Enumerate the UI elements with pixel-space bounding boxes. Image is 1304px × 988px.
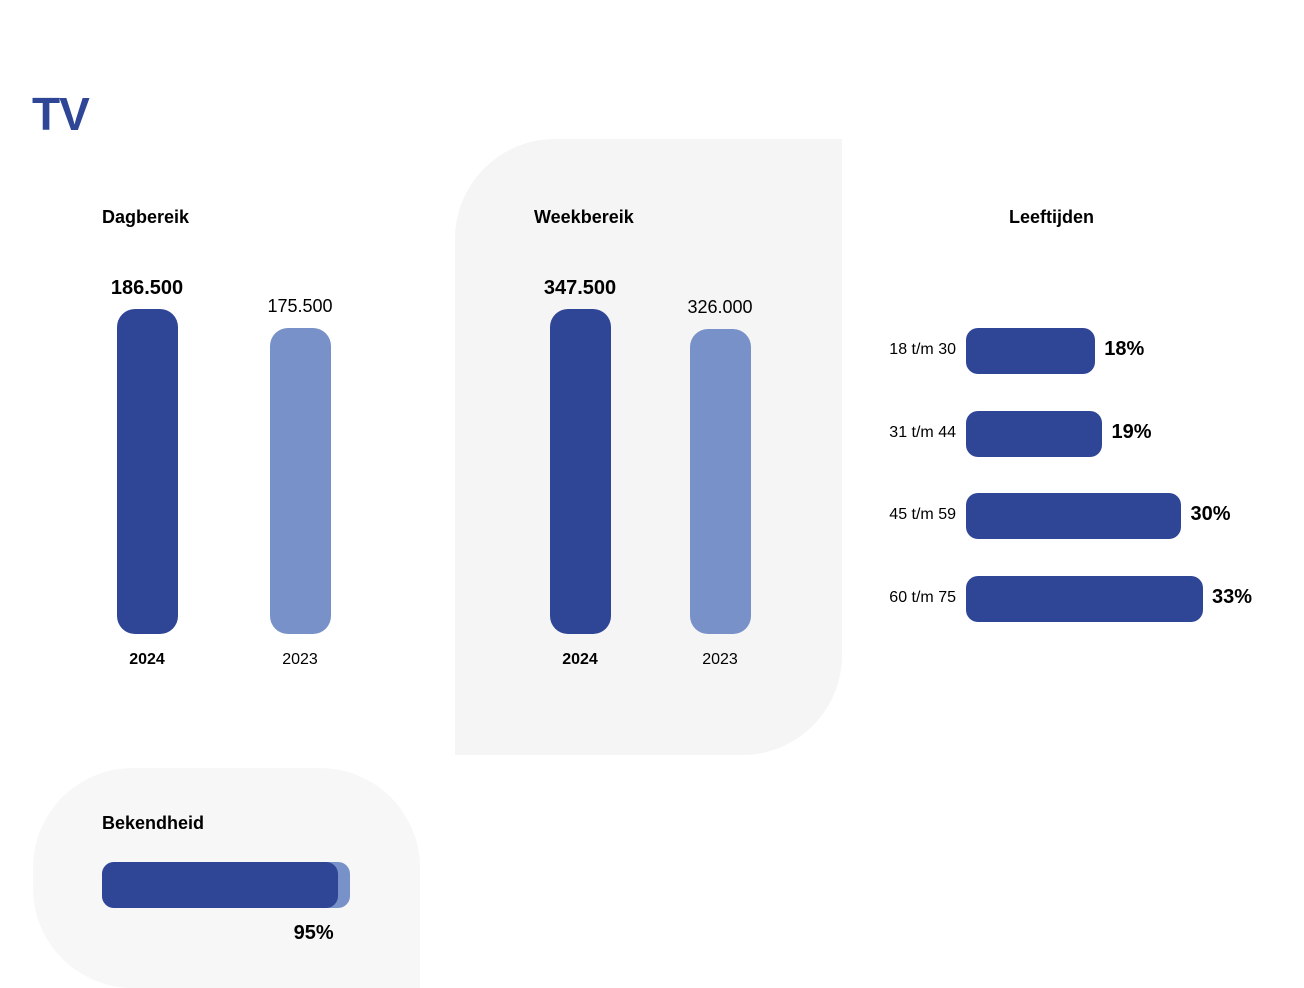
bekendheid-title: Bekendheid (102, 813, 205, 833)
leeftijden-category-label-3: 45 t/m 59 (889, 506, 956, 523)
leeftijden-bar-4 (966, 576, 1203, 622)
leeftijden-value-label-1: 18% (1104, 338, 1145, 360)
weekbereik-category-label-2024: 2024 (562, 651, 598, 668)
dagbereik-value-label-2023: 175.500 (267, 296, 333, 317)
leeftijden-title: Leeftijden (1009, 207, 1095, 227)
weekbereik-bar-2023 (689, 329, 751, 634)
weekbereik-title: Weekbereik (534, 207, 634, 227)
weekbereik-value-label-2024: 347.500 (543, 277, 617, 299)
dagbereik-value-label-2024: 186.500 (110, 277, 184, 299)
leeftijden-bar-1 (966, 328, 1096, 374)
leeftijden-value-label-3: 30% (1190, 503, 1231, 525)
weekbereik-value-label-2023: 326.000 (687, 297, 753, 318)
leeftijden-category-label-2: 31 t/m 44 (889, 424, 956, 441)
leeftijden-value-label-4: 33% (1212, 586, 1253, 608)
dagbereik-category-label-2024: 2024 (129, 651, 165, 668)
leeftijden-category-label-4: 60 t/m 75 (889, 589, 956, 606)
dagbereik-bar-2024 (116, 309, 178, 634)
leeftijden-bar-2 (966, 411, 1103, 457)
leeftijden-value-label-2: 19% (1111, 421, 1152, 443)
leeftijden-category-label-1: 18 t/m 30 (889, 341, 956, 358)
leeftijden-bar-3 (966, 493, 1182, 539)
dagbereik-category-label-2023: 2023 (282, 651, 318, 668)
bekendheid-bar (102, 862, 338, 908)
weekbereik-category-label-2023: 2023 (702, 651, 738, 668)
bekendheid-value-label: 95% (293, 922, 334, 944)
dagbereik-title: Dagbereik (102, 207, 190, 227)
dagbereik-bar-2023 (269, 328, 331, 634)
weekbereik-bar-2024 (549, 309, 611, 634)
page-title: TV (32, 88, 90, 140)
weekbereik-panel-background (455, 139, 842, 755)
